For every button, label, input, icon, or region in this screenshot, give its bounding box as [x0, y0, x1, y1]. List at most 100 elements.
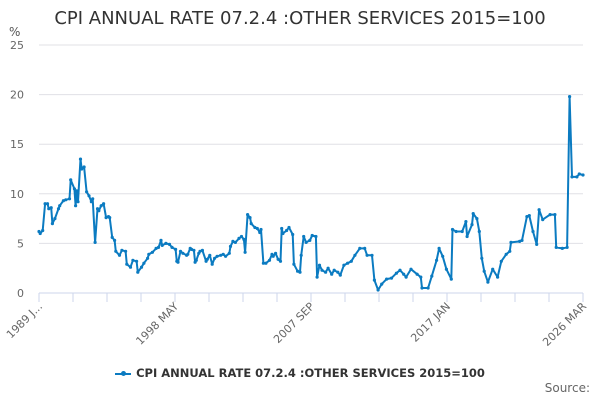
data-point [43, 202, 47, 206]
data-point [577, 172, 581, 176]
data-point [389, 276, 394, 280]
data-point [278, 259, 283, 263]
data-point [154, 246, 158, 250]
data-point [541, 218, 545, 222]
data-point [491, 267, 495, 271]
data-point [249, 222, 253, 226]
data-point [298, 270, 302, 274]
data-point [338, 273, 342, 277]
data-point [336, 270, 340, 274]
data-point [50, 222, 55, 226]
data-point [189, 247, 194, 251]
data-point [349, 259, 353, 263]
data-point [221, 252, 225, 256]
data-point [430, 274, 434, 278]
x-tick-label: 2007 SEP [271, 300, 317, 346]
y-axis-unit: % [9, 25, 21, 39]
data-point [444, 267, 448, 271]
data-point [97, 209, 101, 213]
legend[interactable]: CPI ANNUAL RATE 07.2.4 :OTHER SERVICES 2… [0, 366, 600, 380]
data-point [565, 245, 569, 249]
data-point [320, 268, 324, 272]
data-point [363, 246, 367, 250]
data-point [509, 240, 513, 244]
data-point [61, 199, 65, 203]
data-point [146, 256, 150, 260]
data-point [159, 238, 163, 242]
data-point [402, 272, 406, 276]
data-point [570, 175, 574, 179]
data-point [525, 215, 529, 219]
data-point [450, 227, 455, 232]
source-label: Source: [544, 381, 590, 395]
legend-series-label: CPI ANNUAL RATE 07.2.4 :OTHER SERVICES 2… [136, 366, 485, 380]
data-point [131, 258, 135, 262]
data-point [370, 253, 374, 257]
data-point [233, 240, 237, 244]
data-point [231, 239, 235, 243]
data-point [271, 254, 275, 258]
data-point [568, 95, 572, 99]
data-point [575, 175, 579, 179]
data-point [259, 227, 263, 232]
data-point [464, 220, 468, 224]
data-point [324, 270, 328, 274]
data-point [314, 234, 318, 239]
data-point [186, 252, 190, 256]
data-point [228, 244, 233, 248]
data-point [471, 212, 475, 216]
data-point [253, 225, 257, 230]
data-point [215, 254, 219, 258]
data-point [470, 223, 474, 227]
data-point [150, 250, 154, 254]
data-point [296, 269, 300, 273]
data-point [237, 236, 241, 240]
data-point [276, 257, 280, 261]
chart-title: CPI ANNUAL RATE 07.2.4 :OTHER SERVICES 2… [54, 8, 546, 29]
data-point [91, 197, 95, 201]
data-point [310, 233, 314, 238]
data-point [287, 225, 291, 230]
data-point [160, 243, 164, 247]
data-point [380, 282, 384, 286]
x-tick-label: 2026 MAR [540, 300, 589, 349]
data-point [330, 272, 334, 276]
data-point [227, 251, 231, 255]
data-point [110, 235, 114, 239]
data-point [208, 253, 212, 257]
data-point [437, 246, 441, 250]
data-point [258, 230, 262, 235]
data-point [210, 262, 214, 266]
data-point [246, 213, 250, 217]
data-point [85, 190, 89, 194]
data-point [114, 249, 118, 253]
data-point [419, 275, 423, 279]
data-point [332, 268, 336, 272]
data-point [535, 242, 539, 246]
data-point [527, 214, 531, 218]
data-point [170, 245, 174, 249]
data-point [531, 229, 535, 234]
data-point [176, 260, 180, 264]
data-point [285, 228, 289, 233]
x-tick-label: 2017 JAN [408, 300, 453, 345]
data-point [117, 253, 122, 257]
data-point [404, 275, 408, 279]
data-point [281, 231, 285, 236]
data-point [192, 248, 196, 252]
y-tick-label: 25 [10, 39, 24, 52]
data-point [113, 238, 117, 242]
data-point [372, 278, 376, 282]
data-point [108, 216, 112, 220]
data-point [87, 194, 91, 198]
data-point [346, 261, 350, 265]
y-tick-label: 0 [17, 287, 24, 300]
data-point [560, 246, 564, 250]
data-point [164, 241, 168, 245]
data-point [385, 277, 389, 281]
y-tick-label: 20 [10, 89, 24, 102]
data-point [135, 259, 139, 263]
data-point [420, 286, 424, 290]
data-point [198, 249, 202, 253]
data-point [181, 251, 185, 255]
